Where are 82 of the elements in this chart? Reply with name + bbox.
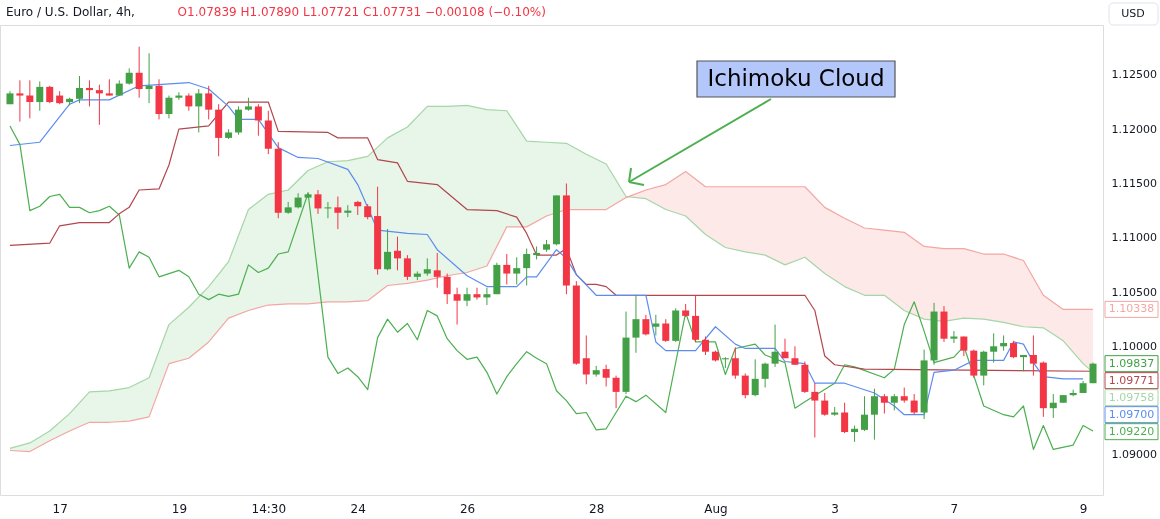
candlestick	[741, 372, 749, 399]
y-tick-label: 1.11500	[1111, 176, 1157, 190]
candlestick	[841, 402, 849, 434]
candlestick	[761, 362, 769, 389]
candlestick	[602, 364, 610, 387]
y-tick-label: 1.10500	[1111, 285, 1157, 299]
candlestick	[95, 84, 103, 126]
candlestick	[433, 252, 441, 289]
candlestick	[403, 254, 411, 281]
candlestick	[443, 273, 451, 305]
candlestick	[612, 375, 620, 409]
text: 1.09220	[1108, 424, 1155, 438]
text: 1.09837	[1108, 356, 1155, 370]
x-tick-label: 24	[350, 501, 366, 516]
candlestick	[861, 395, 868, 432]
chart-subtitle: O1.07839 H1.07890 L1.07721 C1.07731 −0.00108 (−0.10%)	[177, 5, 546, 19]
candlestick	[76, 75, 84, 104]
x-tick-label: 9	[1079, 501, 1088, 516]
candlestick	[393, 236, 401, 271]
candlestick	[642, 314, 650, 336]
candlestick	[463, 287, 471, 307]
candlestick	[771, 324, 779, 368]
candlestick	[870, 388, 878, 441]
y-tick-label: 1.09000	[1111, 448, 1157, 462]
candlestick	[910, 393, 918, 416]
candlestick	[523, 248, 531, 287]
y-axis-title: USD	[1121, 7, 1145, 20]
candlestick	[135, 46, 143, 99]
candlestick	[990, 332, 998, 364]
candlestick	[950, 330, 958, 344]
y-tick-label: 1.12000	[1111, 122, 1157, 136]
x-tick-label: 3	[831, 501, 840, 516]
text: 1.09771	[1108, 373, 1155, 387]
candlestick	[811, 382, 819, 438]
candlestick	[36, 80, 44, 112]
candlestick	[692, 294, 700, 343]
candlestick	[384, 228, 392, 271]
candlestick	[662, 318, 670, 343]
candlestick	[195, 88, 203, 133]
text: 1.09700	[1108, 407, 1155, 421]
y-tick-label: 1.10000	[1111, 339, 1157, 353]
candlestick	[652, 314, 660, 336]
candlestick	[165, 95, 173, 119]
candlestick	[453, 287, 461, 326]
x-tick-label: 26	[459, 501, 476, 516]
x-tick-label: 7	[950, 501, 959, 516]
annotation: Ichimoku Cloud	[707, 65, 885, 91]
text: 1.10338	[1108, 302, 1155, 316]
candlestick	[26, 79, 34, 119]
candlestick	[503, 253, 511, 285]
candlestick	[821, 392, 829, 417]
candlestick	[980, 350, 988, 386]
candlestick	[145, 52, 153, 104]
candlestick	[632, 294, 640, 354]
candlestick	[235, 105, 242, 136]
candlestick	[731, 346, 739, 380]
candlestick	[254, 103, 262, 137]
candlestick	[473, 287, 481, 301]
candlestick	[702, 336, 710, 356]
candlestick	[751, 358, 759, 397]
chart-title: Euro / U.S. Dollar, 4h,	[6, 5, 135, 19]
candlestick	[205, 85, 213, 120]
candlestick	[314, 189, 322, 215]
y-tick-label: 1.11000	[1111, 231, 1157, 245]
candlestick	[1029, 334, 1037, 377]
candlestick	[513, 256, 521, 285]
x-tick-label: 14:30	[251, 501, 287, 516]
x-tick-label: 28	[589, 501, 605, 516]
candlestick	[880, 393, 888, 415]
candlestick	[791, 345, 799, 366]
x-tick-label: 17	[52, 501, 68, 516]
candlestick	[334, 196, 342, 230]
candlestick	[582, 334, 590, 385]
candlestick	[16, 79, 24, 123]
candlestick	[1049, 393, 1057, 419]
candlestick	[85, 79, 93, 107]
x-tick-label: Aug	[704, 501, 728, 516]
x-tick-label: 19	[171, 501, 188, 516]
y-tick-label: 1.12500	[1111, 68, 1157, 82]
candlestick	[483, 287, 491, 306]
candlestick	[175, 91, 183, 101]
text: 1.09758	[1108, 390, 1155, 404]
